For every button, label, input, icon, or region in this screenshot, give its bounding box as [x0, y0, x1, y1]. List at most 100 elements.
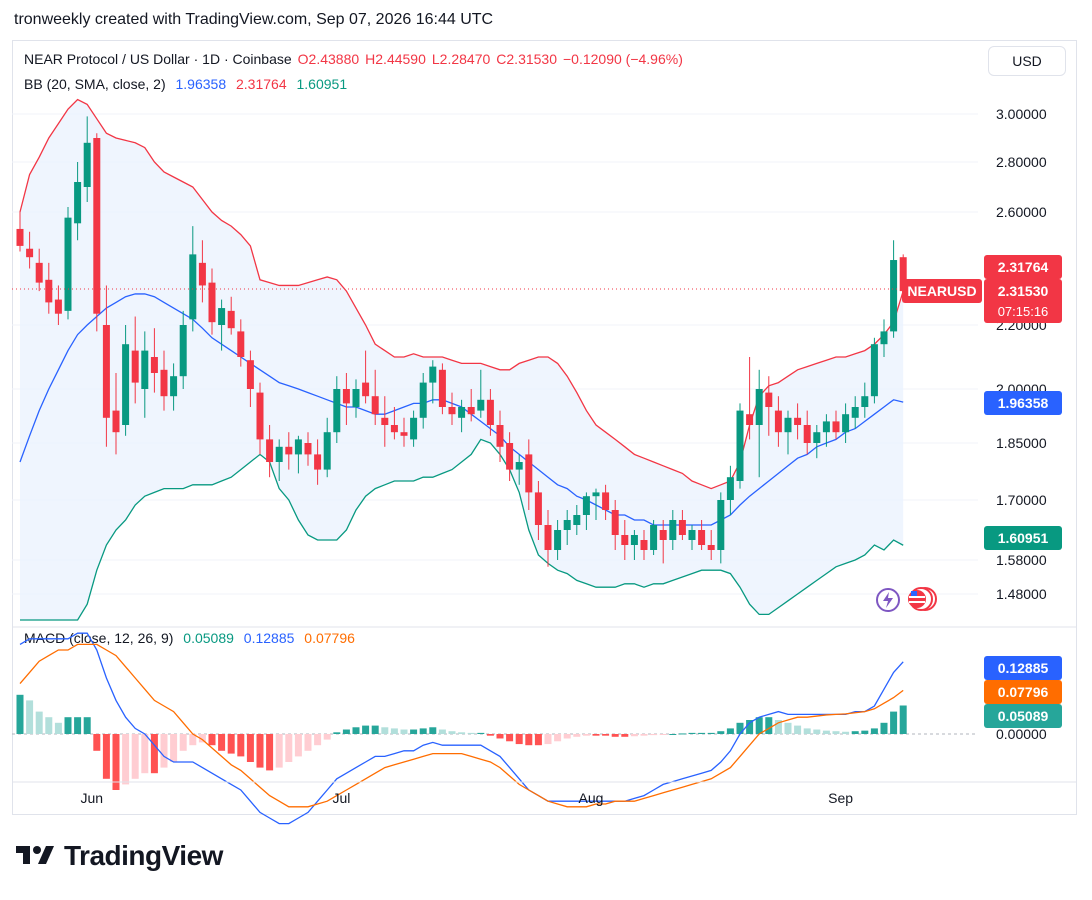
candle [650, 520, 658, 555]
candle [554, 520, 562, 560]
macd-histogram-bar [275, 734, 283, 768]
macd-histogram-bar [736, 722, 744, 734]
candle-body [746, 414, 754, 425]
macd-histogram-bar [822, 730, 830, 734]
bollinger-fill [20, 99, 904, 621]
candle-body [26, 248, 34, 258]
candle-body [794, 417, 802, 425]
symbol-title: NEAR Protocol / US Dollar · 1D · Coinbas… [24, 51, 292, 67]
us-flag-icon[interactable] [908, 587, 937, 611]
countdown-label-text: 07:15:16 [998, 304, 1049, 319]
candle-body [304, 443, 312, 455]
macd-histogram-bar [362, 725, 370, 734]
candle [467, 389, 475, 422]
candle [371, 369, 379, 425]
legend-open: O2.43880 [297, 51, 360, 67]
candle-body [698, 530, 706, 545]
macd-histogram-bar [131, 734, 139, 779]
candle-body [333, 389, 341, 433]
macd-histogram-bar [342, 729, 350, 734]
candle-body [573, 515, 581, 525]
upper-band-label-text: 2.31764 [998, 259, 1049, 275]
candle [534, 481, 542, 540]
macd-histogram-bar [93, 734, 101, 751]
lower-band-price-label: 1.60951 [984, 526, 1062, 550]
macd-histogram-bar [496, 734, 504, 739]
candle-body [179, 325, 187, 377]
candle [323, 417, 331, 478]
symbol-tag-text: NEARUSD [907, 283, 976, 299]
events-icon[interactable] [876, 588, 900, 612]
macd-histogram-bar [218, 734, 226, 751]
macd-line [19, 632, 904, 825]
candle [400, 417, 408, 447]
macd-histogram-bar [573, 734, 581, 737]
tradingview-logo-text: TradingView [64, 840, 223, 871]
time-axis: Jun Jul Aug Sep [12, 781, 1077, 806]
candle-body [342, 389, 350, 404]
candle [150, 328, 158, 393]
price-tick-label: 3.00000 [996, 106, 1047, 122]
candle [83, 116, 91, 202]
macd-histogram-bar [880, 722, 888, 734]
macd-histogram-bar [698, 732, 706, 734]
macd-histogram-bar [554, 734, 562, 742]
candle-body [218, 308, 226, 325]
candle [256, 382, 264, 455]
bb-legend-lower: 1.60951 [296, 76, 348, 92]
macd-histogram-bar [851, 731, 859, 734]
candles [16, 116, 907, 567]
candle [803, 410, 811, 455]
candle [755, 369, 763, 478]
macd-histogram-bar [765, 717, 773, 734]
candle [602, 484, 610, 520]
candle [525, 439, 533, 510]
macd-histogram-bar [352, 727, 360, 734]
candle-body [899, 257, 907, 292]
candle [544, 510, 552, 567]
candle-body [141, 350, 149, 389]
price-tick-label: 1.48000 [996, 586, 1047, 602]
macd-histogram-bar [458, 732, 466, 734]
candle [621, 520, 629, 560]
lower-band-label-text: 1.60951 [998, 530, 1049, 546]
macd-histogram-bar [371, 725, 379, 734]
time-tick-label: Sep [828, 790, 853, 806]
candle [822, 414, 830, 447]
macd-histogram-bar [54, 722, 62, 734]
candle [170, 363, 178, 411]
candle [688, 525, 696, 550]
macd-histogram-bar [160, 734, 168, 768]
macd-legend[interactable]: MACD (close, 12, 26, 9) 0.05089 0.12885 … [24, 630, 361, 646]
tradingview-logo[interactable]: TradingView [16, 840, 223, 872]
candle-body [832, 421, 840, 433]
currency-selector[interactable]: USD [988, 46, 1066, 76]
macd-histogram-bar [515, 734, 523, 745]
price-tick-label: 1.85000 [996, 435, 1047, 451]
basis-price-label: 1.96358 [984, 391, 1062, 415]
candle [74, 162, 82, 241]
bb-legend[interactable]: BB (20, SMA, close, 2) 1.96358 2.31764 1… [24, 76, 353, 92]
candle [832, 410, 840, 440]
macd-legend-label: MACD (close, 12, 26, 9) [24, 630, 174, 646]
candle-body [102, 325, 110, 418]
candle-body [544, 525, 552, 550]
macd-histogram-bar [592, 734, 600, 736]
candle [880, 319, 888, 357]
macd-histogram-bar [26, 700, 34, 734]
candle [246, 350, 254, 407]
macd-histogram-bar [774, 720, 782, 734]
candle-body [765, 392, 773, 407]
candle [189, 226, 197, 332]
candle-body [237, 331, 245, 357]
macd-histogram-bar [870, 728, 878, 734]
candle [842, 403, 850, 443]
candle-body [755, 389, 763, 425]
macd-panel [16, 632, 907, 825]
signal-value-label: 0.07796 [984, 680, 1062, 704]
candle [141, 331, 149, 418]
candle-body [74, 182, 82, 224]
candle [198, 240, 206, 303]
candle-body [45, 279, 53, 303]
